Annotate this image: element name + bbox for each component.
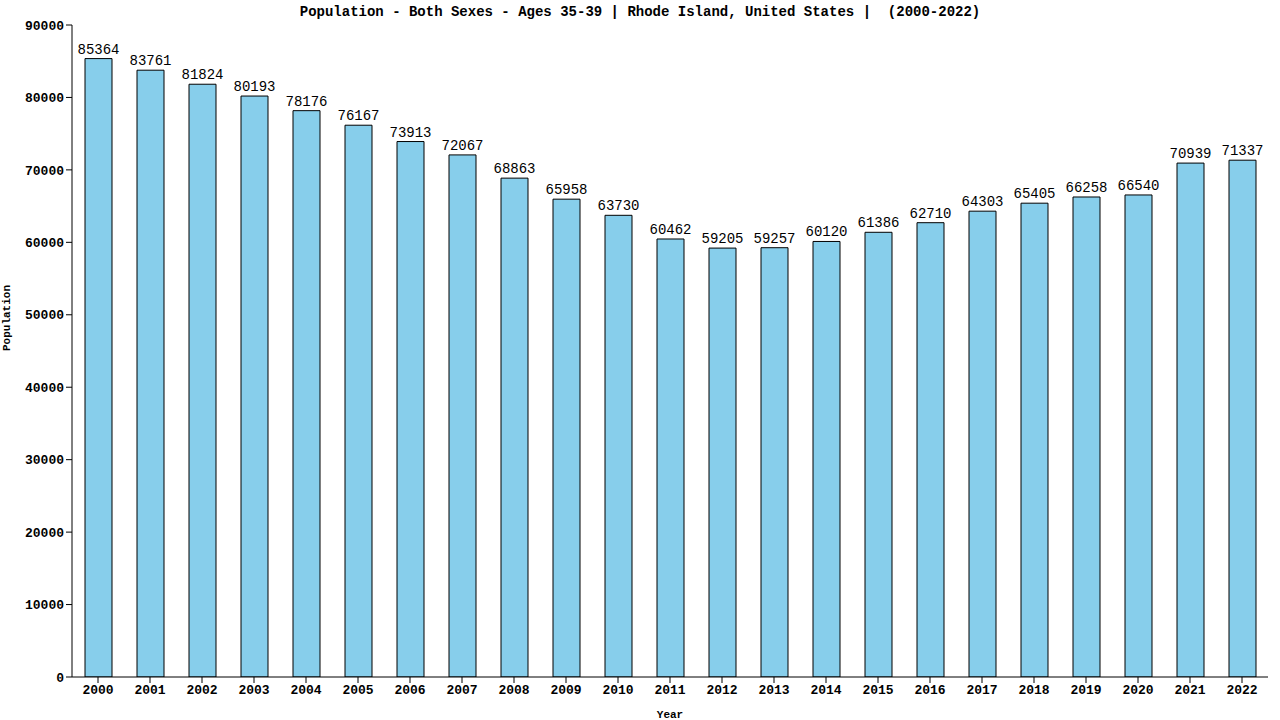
svg-text:59257: 59257 bbox=[753, 231, 795, 247]
svg-text:78176: 78176 bbox=[285, 94, 327, 110]
svg-text:2021: 2021 bbox=[1174, 683, 1205, 698]
svg-text:70000: 70000 bbox=[25, 164, 64, 179]
svg-text:2005: 2005 bbox=[342, 683, 373, 698]
svg-text:2016: 2016 bbox=[914, 683, 945, 698]
svg-text:2006: 2006 bbox=[394, 683, 425, 698]
svg-text:61386: 61386 bbox=[857, 215, 899, 231]
svg-text:2000: 2000 bbox=[82, 683, 113, 698]
svg-text:63730: 63730 bbox=[597, 198, 639, 214]
svg-text:66258: 66258 bbox=[1065, 180, 1107, 196]
svg-text:66540: 66540 bbox=[1117, 178, 1159, 194]
svg-text:50000: 50000 bbox=[25, 308, 64, 323]
svg-text:59205: 59205 bbox=[701, 231, 743, 247]
svg-text:10000: 10000 bbox=[25, 598, 64, 613]
svg-text:65405: 65405 bbox=[1013, 186, 1055, 202]
svg-text:62710: 62710 bbox=[909, 206, 951, 222]
svg-text:2008: 2008 bbox=[498, 683, 529, 698]
svg-text:2017: 2017 bbox=[966, 683, 997, 698]
svg-text:2001: 2001 bbox=[134, 683, 165, 698]
svg-text:0: 0 bbox=[56, 671, 64, 686]
svg-text:71337: 71337 bbox=[1221, 143, 1263, 159]
svg-text:83761: 83761 bbox=[129, 53, 171, 69]
svg-text:2004: 2004 bbox=[290, 683, 321, 698]
svg-text:2019: 2019 bbox=[1070, 683, 1101, 698]
html-text:Population - Both Sexes - Ages: Population - Both Sexes - Ages 35-39 | R… bbox=[299, 4, 981, 20]
svg-text:2011: 2011 bbox=[654, 683, 685, 698]
svg-text:60120: 60120 bbox=[805, 224, 847, 240]
svg-text:2018: 2018 bbox=[1018, 683, 1049, 698]
svg-text:Year: Year bbox=[657, 709, 683, 720]
svg-text:20000: 20000 bbox=[25, 526, 64, 541]
svg-text:2002: 2002 bbox=[186, 683, 217, 698]
svg-text:64303: 64303 bbox=[961, 194, 1003, 210]
svg-text:2003: 2003 bbox=[238, 683, 269, 698]
svg-text:2014: 2014 bbox=[810, 683, 841, 698]
svg-text:73913: 73913 bbox=[389, 125, 431, 141]
svg-text:81824: 81824 bbox=[181, 67, 223, 83]
svg-text:Population: Population bbox=[8, 285, 13, 351]
svg-text:72067: 72067 bbox=[441, 138, 483, 154]
svg-text:90000: 90000 bbox=[25, 19, 64, 34]
svg-text:68863: 68863 bbox=[493, 161, 535, 177]
svg-text:2015: 2015 bbox=[862, 683, 893, 698]
svg-text:80000: 80000 bbox=[25, 91, 64, 106]
svg-text:2020: 2020 bbox=[1122, 683, 1153, 698]
svg-text:2010: 2010 bbox=[602, 683, 633, 698]
svg-text:60462: 60462 bbox=[649, 222, 691, 238]
svg-text:2009: 2009 bbox=[550, 683, 581, 698]
svg-text:40000: 40000 bbox=[25, 381, 64, 396]
svg-text:80193: 80193 bbox=[233, 79, 275, 95]
svg-text:60000: 60000 bbox=[25, 236, 64, 251]
svg-text:2007: 2007 bbox=[446, 683, 477, 698]
svg-text:2022: 2022 bbox=[1226, 683, 1257, 698]
svg-text:65958: 65958 bbox=[545, 182, 587, 198]
svg-text:2012: 2012 bbox=[706, 683, 737, 698]
svg-text:85364: 85364 bbox=[77, 42, 119, 58]
svg-text:30000: 30000 bbox=[25, 453, 64, 468]
svg-text:76167: 76167 bbox=[337, 108, 379, 124]
svg-text:2013: 2013 bbox=[758, 683, 789, 698]
svg-text:70939: 70939 bbox=[1169, 146, 1211, 162]
